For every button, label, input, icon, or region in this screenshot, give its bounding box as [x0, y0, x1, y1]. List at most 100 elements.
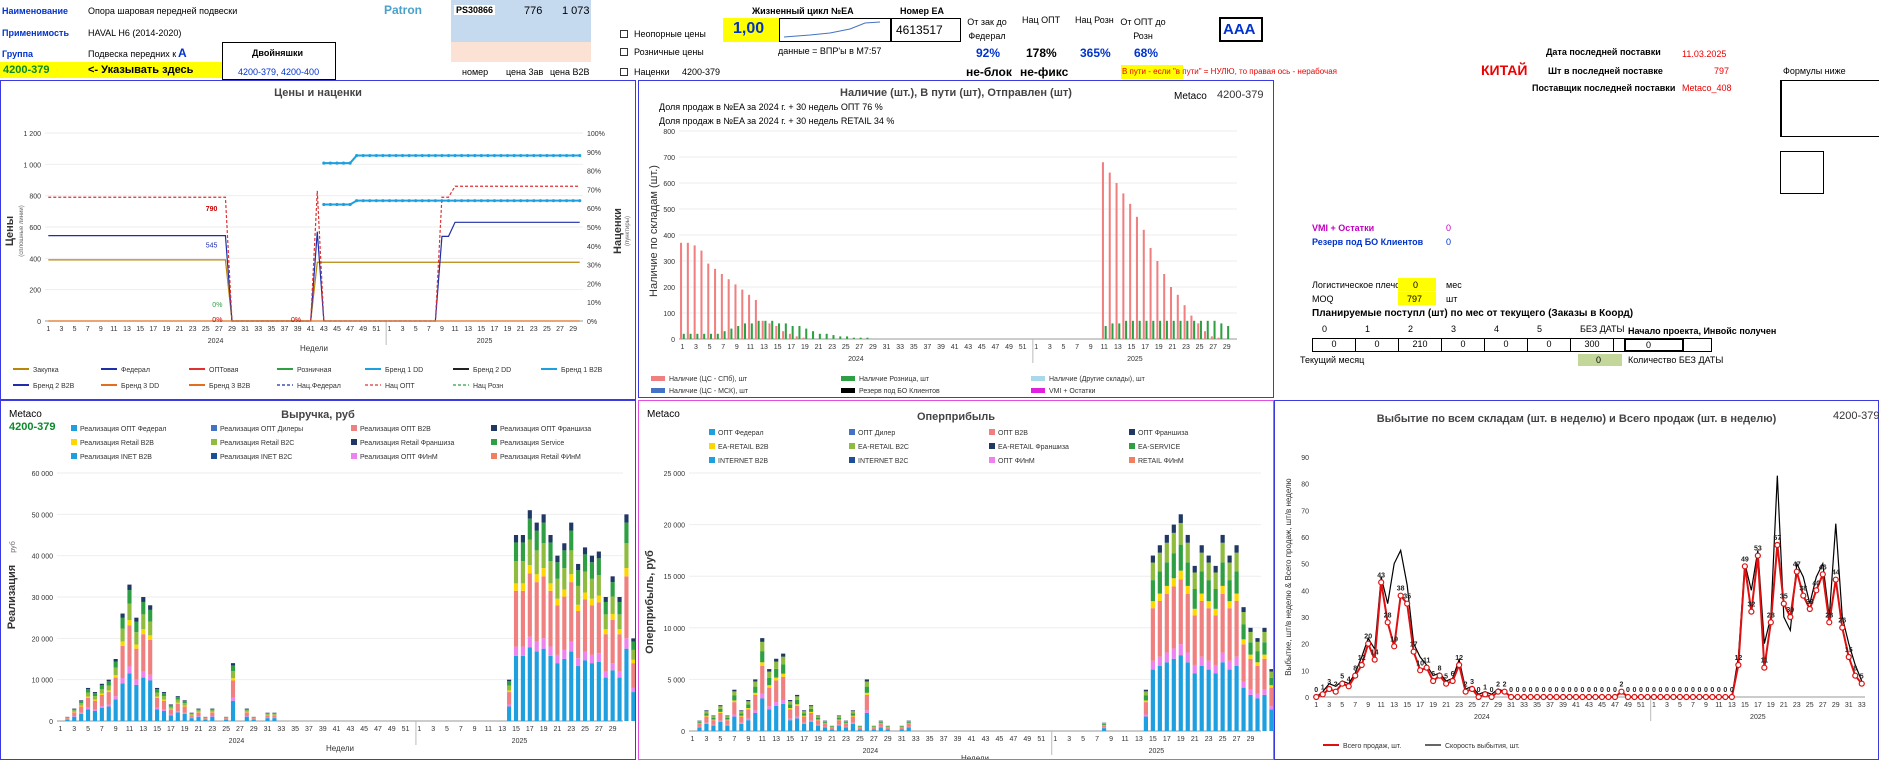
- brand-fill-2: [451, 42, 591, 62]
- checkbox-icon[interactable]: [620, 30, 628, 38]
- bar-segment: [808, 708, 814, 712]
- series-brand1-dd-marker: [492, 199, 497, 203]
- series-brand1-b2b-marker: [479, 153, 483, 158]
- panel-outflow[interactable]: Выбытие по всем складам (шт. в неделю) и…: [1274, 400, 1879, 760]
- data-label: 0: [1626, 687, 1630, 694]
- bar-segment: [161, 699, 167, 701]
- data-point: [1748, 608, 1755, 615]
- x-tick-label: 7: [1095, 736, 1099, 743]
- data-point: [1793, 568, 1800, 575]
- y-tick-label: 60: [1301, 535, 1309, 542]
- x-tick-label: 17: [526, 726, 534, 733]
- data-point: [1339, 680, 1346, 687]
- lifecycle-value[interactable]: 1,00: [733, 20, 765, 37]
- checkbox-icon[interactable]: [620, 68, 628, 76]
- y-tick-label: 90%: [587, 150, 601, 157]
- x-tick-label: 13: [123, 326, 131, 333]
- y-tick-label: 20 000: [32, 636, 54, 643]
- code-value[interactable]: 4200-379: [3, 64, 50, 76]
- cb-nonsupport[interactable]: Неопорные цены: [620, 29, 706, 39]
- bar-segment: [562, 568, 567, 590]
- moq-cell[interactable]: [1398, 292, 1436, 305]
- bar-retail: [743, 323, 747, 339]
- bar-segment: [753, 686, 758, 693]
- bar-segment: [1227, 601, 1232, 609]
- name-value[interactable]: Опора шаровая передней подвески: [88, 6, 238, 16]
- planned-value[interactable]: 0: [1442, 339, 1485, 351]
- bar-segment: [1241, 681, 1246, 688]
- panel-revenue[interactable]: Metaco 4200-379 Выручка, руб 0 10 000 20 0…: [0, 400, 636, 760]
- data-label: 0: [1561, 687, 1565, 694]
- log-value[interactable]: 0: [1413, 280, 1419, 290]
- planned-value[interactable]: 0: [1485, 339, 1528, 351]
- bar-segment: [746, 708, 751, 710]
- series-brand1-b2b-marker: [525, 153, 529, 158]
- bar-retail: [812, 331, 815, 339]
- lifecycle-cell[interactable]: [723, 18, 779, 42]
- log-cell[interactable]: [1398, 278, 1436, 291]
- series-brand1-dd-marker: [414, 199, 418, 203]
- group-value[interactable]: Подвеска передних к: [88, 49, 177, 59]
- data-point: [1449, 677, 1456, 685]
- cb-markups[interactable]: Наценки: [620, 67, 670, 77]
- cb-retail[interactable]: Розничные цены: [620, 47, 704, 57]
- bar-segment: [788, 718, 793, 721]
- series-brand1-dd-marker: [335, 202, 339, 207]
- bar-segment: [1206, 660, 1211, 670]
- legend-swatch: [709, 429, 715, 435]
- legend-swatch: [841, 388, 855, 393]
- bar-segment: [589, 555, 595, 563]
- bar-segment: [836, 719, 842, 721]
- apply-value[interactable]: HAVAL H6 (2014-2020): [88, 28, 182, 38]
- bar-segment: [857, 726, 862, 728]
- data-label: 30: [1786, 607, 1794, 614]
- bar-segment: [878, 723, 883, 727]
- x-tick-label: 11: [451, 326, 458, 333]
- code-cell[interactable]: [0, 62, 84, 78]
- planned-value[interactable]: 210: [1399, 339, 1442, 351]
- data-label: 0: [1600, 687, 1604, 694]
- bar-segment: [155, 697, 160, 708]
- data-label: 0: [1529, 687, 1533, 694]
- checkbox-icon[interactable]: [620, 48, 628, 56]
- x-tick-label: 23: [189, 326, 197, 333]
- ea-value[interactable]: 4613517: [896, 23, 943, 37]
- bar-segment: [120, 641, 125, 646]
- brand-name: Patron: [384, 3, 423, 17]
- bar-segment: [1255, 662, 1260, 666]
- project-value[interactable]: 0: [1646, 340, 1652, 350]
- planned-value[interactable]: 0: [1528, 339, 1571, 351]
- data-label: 0: [1665, 687, 1669, 694]
- x-tick-label: 17: [491, 326, 499, 333]
- data-point: [1832, 576, 1839, 583]
- panel-stock[interactable]: Наличие (шт.), В пути (шт), Отправлен (ш…: [638, 80, 1274, 398]
- x-tick-label: 25: [222, 726, 230, 733]
- bar-spb: [1210, 336, 1213, 339]
- bar-segment: [753, 712, 758, 731]
- chart-title: Цены и наценки: [274, 87, 362, 99]
- y-tick-label: 5 000: [667, 677, 685, 684]
- bar-spb: [1149, 248, 1152, 339]
- bar-segment: [739, 722, 744, 724]
- bar-segment: [899, 727, 904, 729]
- nodate-value: 0: [1596, 355, 1602, 365]
- series-brand1-dd-marker: [348, 202, 352, 207]
- x-tick-label: 37: [1546, 702, 1554, 709]
- bar-segment: [1178, 570, 1183, 580]
- bar-retail: [1186, 320, 1189, 339]
- data-label: 0: [1587, 687, 1591, 694]
- bar-spb: [1169, 287, 1173, 339]
- panel-prices[interactable]: Цены и наценки 0 200 400 600 800 1 000 1 200 0%…: [0, 80, 636, 400]
- x-tick-label: 3: [431, 726, 435, 733]
- planned-value[interactable]: 300: [1571, 339, 1614, 351]
- bar-segment: [760, 665, 765, 694]
- chart-title: Выручка, руб: [281, 409, 355, 421]
- twins-value[interactable]: 4200-379, 4200-400: [238, 67, 320, 77]
- moq-value[interactable]: 797: [1407, 294, 1423, 304]
- panel-margin[interactable]: Metaco Оперприбыль 0 5 000 10 000 15 000 20 …: [638, 400, 1274, 760]
- x-tick-label: 23: [842, 736, 850, 743]
- planned-value[interactable]: 0: [1356, 339, 1399, 351]
- x-tick-label: 27: [1481, 702, 1489, 709]
- bar-segment: [230, 678, 236, 681]
- planned-value[interactable]: 0: [1313, 339, 1356, 351]
